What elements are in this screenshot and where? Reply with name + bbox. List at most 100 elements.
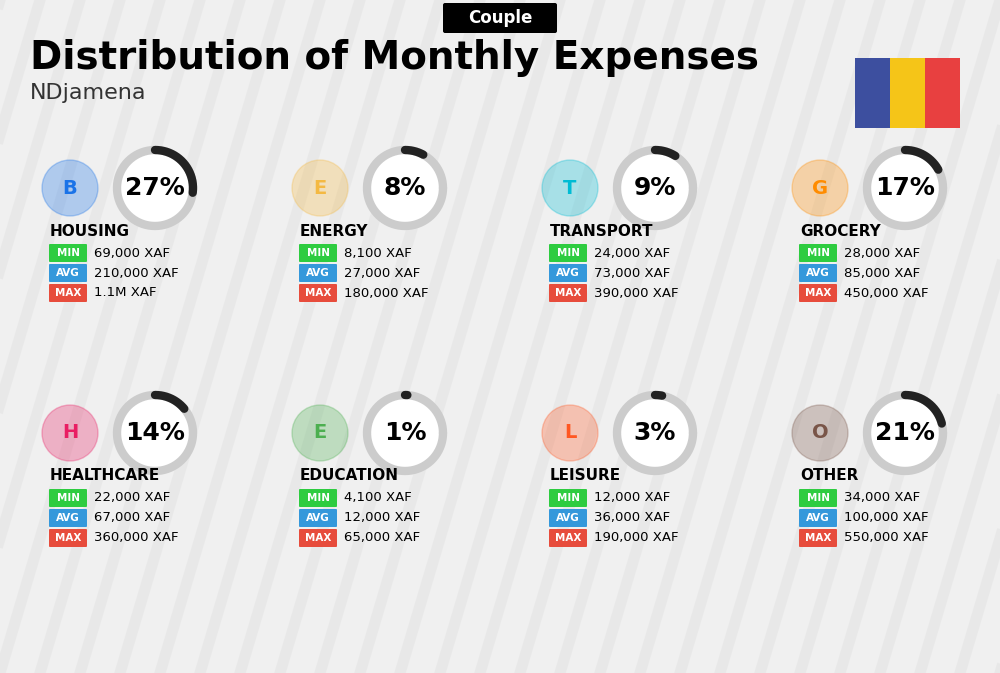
FancyBboxPatch shape	[299, 489, 337, 507]
Text: 390,000 XAF: 390,000 XAF	[594, 287, 678, 299]
Text: MIN: MIN	[56, 248, 80, 258]
Text: GROCERY: GROCERY	[800, 223, 881, 238]
Text: 9%: 9%	[634, 176, 676, 200]
Text: AVG: AVG	[56, 268, 80, 278]
Text: LEISURE: LEISURE	[550, 468, 621, 483]
Text: AVG: AVG	[806, 268, 830, 278]
Text: T: T	[563, 178, 577, 197]
FancyBboxPatch shape	[549, 284, 587, 302]
Circle shape	[542, 405, 598, 461]
Text: 22,000 XAF: 22,000 XAF	[94, 491, 170, 505]
Text: MIN: MIN	[56, 493, 80, 503]
Text: 36,000 XAF: 36,000 XAF	[594, 511, 670, 524]
FancyBboxPatch shape	[890, 58, 925, 128]
Text: 12,000 XAF: 12,000 XAF	[344, 511, 420, 524]
Circle shape	[621, 154, 689, 222]
Circle shape	[542, 160, 598, 216]
Text: MAX: MAX	[305, 533, 331, 543]
Text: EDUCATION: EDUCATION	[300, 468, 399, 483]
Text: MAX: MAX	[555, 288, 581, 298]
Circle shape	[121, 154, 189, 222]
Text: MAX: MAX	[805, 533, 831, 543]
Text: HOUSING: HOUSING	[50, 223, 130, 238]
Text: 28,000 XAF: 28,000 XAF	[844, 246, 920, 260]
Text: 210,000 XAF: 210,000 XAF	[94, 267, 179, 279]
Circle shape	[371, 399, 439, 467]
Text: AVG: AVG	[56, 513, 80, 523]
Circle shape	[792, 405, 848, 461]
Circle shape	[871, 399, 939, 467]
Text: MAX: MAX	[555, 533, 581, 543]
Text: 69,000 XAF: 69,000 XAF	[94, 246, 170, 260]
Circle shape	[292, 405, 348, 461]
Text: AVG: AVG	[306, 268, 330, 278]
FancyBboxPatch shape	[299, 264, 337, 282]
Text: OTHER: OTHER	[800, 468, 858, 483]
Text: HEALTHCARE: HEALTHCARE	[50, 468, 160, 483]
Text: 190,000 XAF: 190,000 XAF	[594, 532, 678, 544]
Text: 8,100 XAF: 8,100 XAF	[344, 246, 412, 260]
FancyBboxPatch shape	[49, 529, 87, 547]
Text: Couple: Couple	[468, 9, 532, 27]
Text: 27,000 XAF: 27,000 XAF	[344, 267, 420, 279]
FancyBboxPatch shape	[49, 489, 87, 507]
Text: 73,000 XAF: 73,000 XAF	[594, 267, 670, 279]
FancyBboxPatch shape	[49, 509, 87, 527]
FancyBboxPatch shape	[549, 264, 587, 282]
Text: 1.1M XAF: 1.1M XAF	[94, 287, 156, 299]
FancyBboxPatch shape	[549, 529, 587, 547]
Circle shape	[42, 405, 98, 461]
Circle shape	[42, 160, 98, 216]
Text: O: O	[812, 423, 828, 443]
Text: AVG: AVG	[306, 513, 330, 523]
Text: 27%: 27%	[125, 176, 185, 200]
Text: 8%: 8%	[384, 176, 426, 200]
Text: AVG: AVG	[806, 513, 830, 523]
Text: E: E	[313, 423, 327, 443]
FancyBboxPatch shape	[549, 509, 587, 527]
Text: MAX: MAX	[55, 288, 81, 298]
Text: 100,000 XAF: 100,000 XAF	[844, 511, 928, 524]
FancyBboxPatch shape	[443, 3, 557, 33]
Text: TRANSPORT: TRANSPORT	[550, 223, 654, 238]
Text: MIN: MIN	[306, 248, 330, 258]
Circle shape	[292, 160, 348, 216]
Text: 14%: 14%	[125, 421, 185, 445]
Circle shape	[621, 399, 689, 467]
FancyBboxPatch shape	[49, 244, 87, 262]
Text: 12,000 XAF: 12,000 XAF	[594, 491, 670, 505]
Text: MIN: MIN	[806, 248, 830, 258]
Text: G: G	[812, 178, 828, 197]
FancyBboxPatch shape	[799, 264, 837, 282]
Text: MIN: MIN	[306, 493, 330, 503]
Text: MIN: MIN	[806, 493, 830, 503]
FancyBboxPatch shape	[799, 244, 837, 262]
Text: 180,000 XAF: 180,000 XAF	[344, 287, 428, 299]
Text: MAX: MAX	[55, 533, 81, 543]
Text: B: B	[63, 178, 77, 197]
FancyBboxPatch shape	[799, 509, 837, 527]
Text: 34,000 XAF: 34,000 XAF	[844, 491, 920, 505]
Text: E: E	[313, 178, 327, 197]
Text: MAX: MAX	[805, 288, 831, 298]
Text: NDjamena: NDjamena	[30, 83, 146, 103]
Text: 17%: 17%	[875, 176, 935, 200]
FancyBboxPatch shape	[855, 58, 890, 128]
FancyBboxPatch shape	[299, 509, 337, 527]
Text: Distribution of Monthly Expenses: Distribution of Monthly Expenses	[30, 39, 759, 77]
Circle shape	[871, 154, 939, 222]
Text: MAX: MAX	[305, 288, 331, 298]
Text: L: L	[564, 423, 576, 443]
FancyBboxPatch shape	[49, 264, 87, 282]
Circle shape	[792, 160, 848, 216]
Text: AVG: AVG	[556, 513, 580, 523]
Text: AVG: AVG	[556, 268, 580, 278]
FancyBboxPatch shape	[549, 244, 587, 262]
FancyBboxPatch shape	[299, 244, 337, 262]
Text: 65,000 XAF: 65,000 XAF	[344, 532, 420, 544]
Text: 1%: 1%	[384, 421, 426, 445]
FancyBboxPatch shape	[925, 58, 960, 128]
FancyBboxPatch shape	[299, 529, 337, 547]
Text: 450,000 XAF: 450,000 XAF	[844, 287, 928, 299]
Text: 4,100 XAF: 4,100 XAF	[344, 491, 412, 505]
